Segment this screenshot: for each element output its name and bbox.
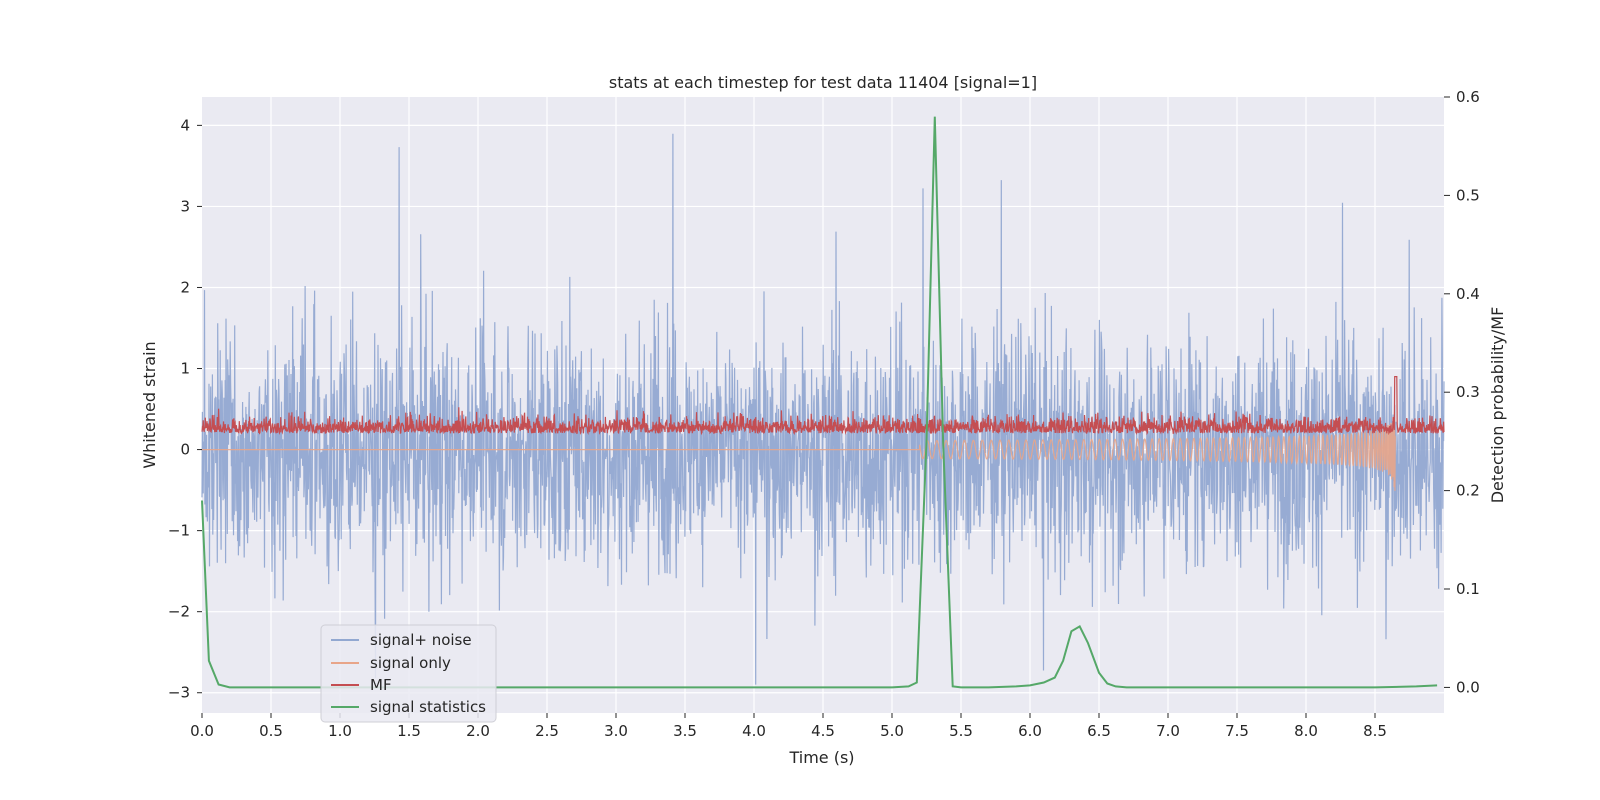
y-axis-title: Whitened strain	[140, 341, 159, 468]
legend-entry-signal-noise: signal+ noise	[331, 631, 472, 649]
legend-label-signal-only: signal only	[370, 654, 451, 672]
x-tick-label: 4.5	[811, 722, 835, 740]
left-y-ticks: 4 3 2 1 0 −1 −2 −3	[168, 116, 202, 702]
y2-tick-label: 0.3	[1456, 383, 1480, 401]
x-tick-label: 5.5	[949, 722, 973, 740]
x-ticks: 0.0 0.5 1.0 1.5 2.0 2.5 3.0 3.5 4.0 4.5 5.0 5.5 6.0 6…	[190, 713, 1387, 740]
y-tick-label: −1	[168, 522, 190, 540]
y2-tick-label: 0.2	[1456, 482, 1480, 500]
chart-title: stats at each timestep for test data 114…	[609, 73, 1037, 92]
right-y-ticks: 0.6 0.5 0.4 0.3 0.2 0.1 0.0	[1444, 88, 1480, 696]
legend-label-signal-noise: signal+ noise	[370, 631, 472, 649]
series-signal-noise	[201, 133, 1445, 685]
y-tick-label: 1	[180, 360, 190, 378]
y-tick-label: 3	[180, 197, 190, 215]
y2-tick-label: 0.6	[1456, 88, 1480, 106]
x-tick-label: 2.5	[535, 722, 559, 740]
y2-tick-label: 0.4	[1456, 285, 1480, 303]
y2-tick-label: 0.0	[1456, 678, 1480, 696]
legend-box	[320, 624, 497, 723]
legend-label-signal-statistics: signal statistics	[370, 698, 486, 716]
x-tick-label: 6.0	[1018, 722, 1042, 740]
legend: signal+ noise signal only MF signal stat…	[320, 624, 497, 723]
x-tick-label: 6.5	[1087, 722, 1111, 740]
legend-entry-mf: MF	[331, 676, 392, 694]
y-tick-label: −3	[168, 684, 190, 702]
x-tick-label: 8.5	[1363, 722, 1387, 740]
y2-tick-label: 0.1	[1456, 580, 1480, 598]
series-mf	[201, 376, 1445, 436]
x-tick-label: 3.5	[673, 722, 697, 740]
x-tick-label: 8.0	[1294, 722, 1318, 740]
x-axis-title: Time (s)	[788, 748, 854, 767]
x-tick-label: 1.5	[397, 722, 421, 740]
x-tick-label: 0.0	[190, 722, 214, 740]
x-tick-label: 1.0	[328, 722, 352, 740]
x-tick-label: 4.0	[742, 722, 766, 740]
x-tick-label: 0.5	[259, 722, 283, 740]
series-signal-only	[202, 412, 1396, 491]
y-tick-label: 4	[180, 116, 190, 134]
legend-entry-signal-statistics: signal statistics	[331, 698, 486, 716]
x-tick-label: 3.0	[604, 722, 628, 740]
x-tick-label: 7.0	[1156, 722, 1180, 740]
legend-label-mf: MF	[370, 676, 392, 694]
x-tick-label: 2.0	[466, 722, 490, 740]
y-tick-label: −2	[168, 603, 190, 621]
legend-entry-signal-only: signal only	[331, 654, 451, 672]
y2-axis-title: Detection probability/MF	[1488, 307, 1507, 504]
y-tick-label: 0	[180, 441, 190, 459]
x-tick-label: 7.5	[1225, 722, 1249, 740]
y2-tick-label: 0.5	[1456, 186, 1480, 204]
x-tick-label: 5.0	[880, 722, 904, 740]
y-tick-label: 2	[180, 278, 190, 296]
